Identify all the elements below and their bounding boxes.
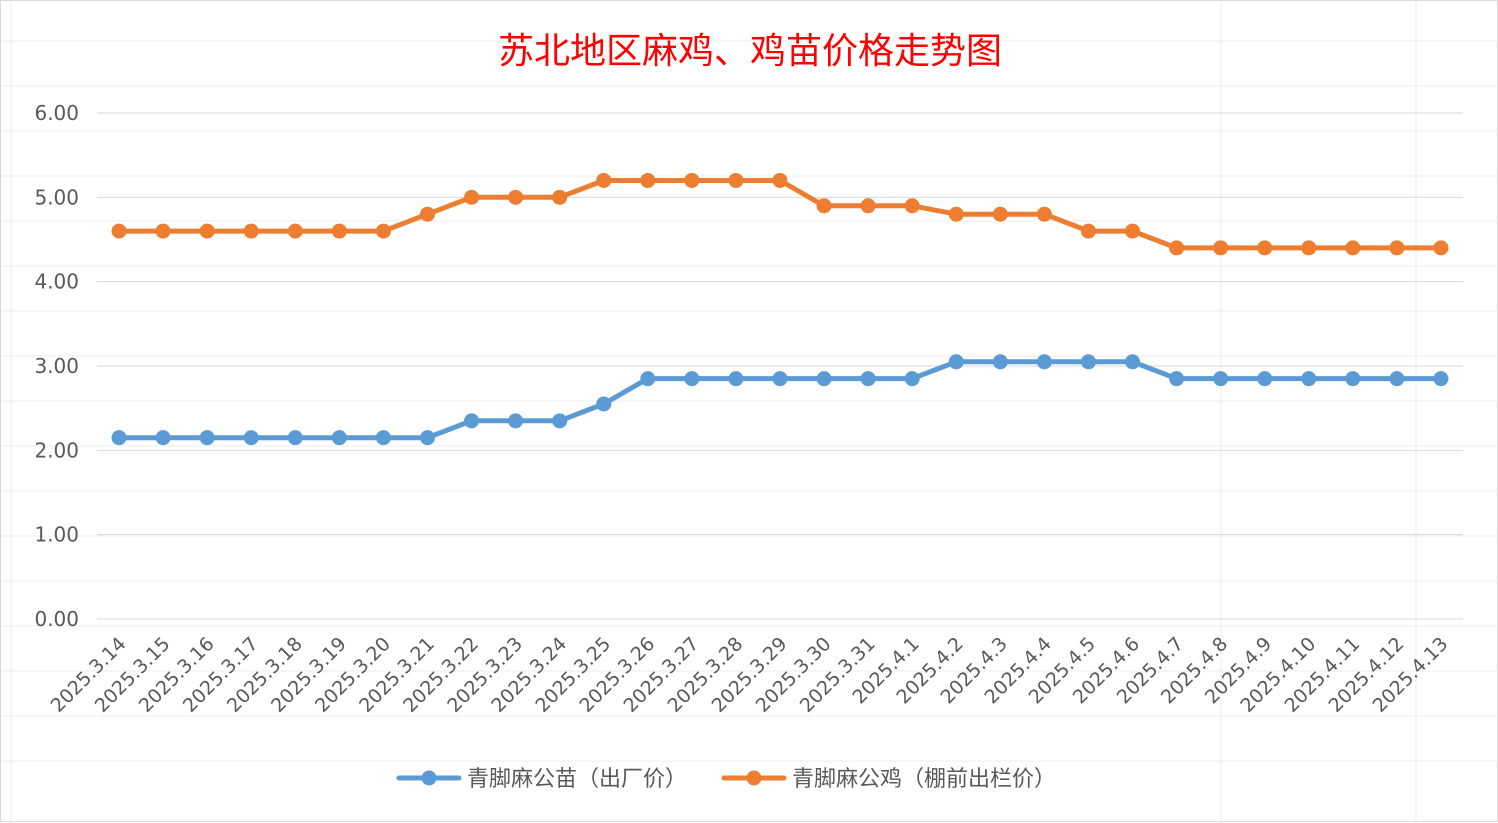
gridlines [97,112,1463,620]
data-point [772,371,788,387]
data-point [199,430,215,446]
data-point [552,189,568,205]
series-2 [111,172,1449,256]
data-point [1389,240,1405,256]
data-point [1345,240,1361,256]
series-line [116,178,1444,251]
y-axis-ticks: 0.00 1.00 2.00 3.00 4.00 5.00 6.00 [34,101,79,631]
chart-title: 苏北地区麻鸡、鸡苗价格走势图 [498,31,1002,72]
data-point [1213,371,1229,387]
data-point [155,223,171,239]
data-point [243,223,259,239]
series-layer [111,172,1449,446]
data-point [772,172,788,188]
data-point [596,396,612,412]
data-point [816,371,832,387]
data-point [464,189,480,205]
legend-marker [421,770,437,786]
data-point [728,371,744,387]
legend-item: 青脚麻公鸡（棚前出栏价） [721,767,1056,792]
data-point [1389,371,1405,387]
data-point [1433,371,1449,387]
data-point [684,172,700,188]
data-point [419,430,435,446]
data-point [155,430,171,446]
data-point [1257,240,1273,256]
legend-item: 青脚麻公苗（出厂价） [396,767,687,792]
data-point [1257,371,1273,387]
data-point [287,223,303,239]
data-point [728,172,744,188]
data-point [596,172,612,188]
data-point [508,413,524,429]
data-point [508,189,524,205]
data-point [243,430,259,446]
data-point [331,430,347,446]
data-point [640,371,656,387]
data-point [1125,223,1141,239]
series-1 [111,354,1449,446]
data-point [464,413,480,429]
y-tick-label: 2.00 [34,438,79,462]
data-point [640,172,656,188]
data-point [552,413,568,429]
data-point [684,371,700,387]
legend-label: 青脚麻公鸡（棚前出栏价） [792,767,1056,792]
y-tick-label: 5.00 [34,185,79,209]
y-tick-label: 0.00 [34,607,79,631]
data-point [904,371,920,387]
legend: 青脚麻公苗（出厂价） 青脚麻公鸡（棚前出栏价） [396,767,1056,792]
data-point [992,206,1008,222]
data-point [1080,223,1096,239]
data-point [375,223,391,239]
data-point [1125,354,1141,370]
data-point [287,430,303,446]
data-point [860,371,876,387]
data-point [1036,206,1052,222]
data-point [948,354,964,370]
y-tick-label: 3.00 [34,354,79,378]
x-axis-ticks: 2025.3.142025.3.152025.3.162025.3.172025… [47,633,1453,717]
data-point [992,354,1008,370]
data-point [1433,240,1449,256]
data-point [1169,240,1185,256]
data-point [948,206,964,222]
data-point [1301,371,1317,387]
y-tick-label: 1.00 [34,523,79,547]
data-point [111,223,127,239]
y-tick-label: 6.00 [34,101,79,125]
data-point [419,206,435,222]
data-point [1169,371,1185,387]
y-tick-label: 4.00 [34,270,79,294]
data-point [904,198,920,214]
legend-marker [746,770,762,786]
legend-label: 青脚麻公苗（出厂价） [467,767,687,792]
data-point [1080,354,1096,370]
data-point [111,430,127,446]
data-point [331,223,347,239]
data-point [1345,371,1361,387]
data-point [816,198,832,214]
data-point [1301,240,1317,256]
data-point [1036,354,1052,370]
data-point [199,223,215,239]
data-point [860,198,876,214]
data-point [375,430,391,446]
data-point [1213,240,1229,256]
